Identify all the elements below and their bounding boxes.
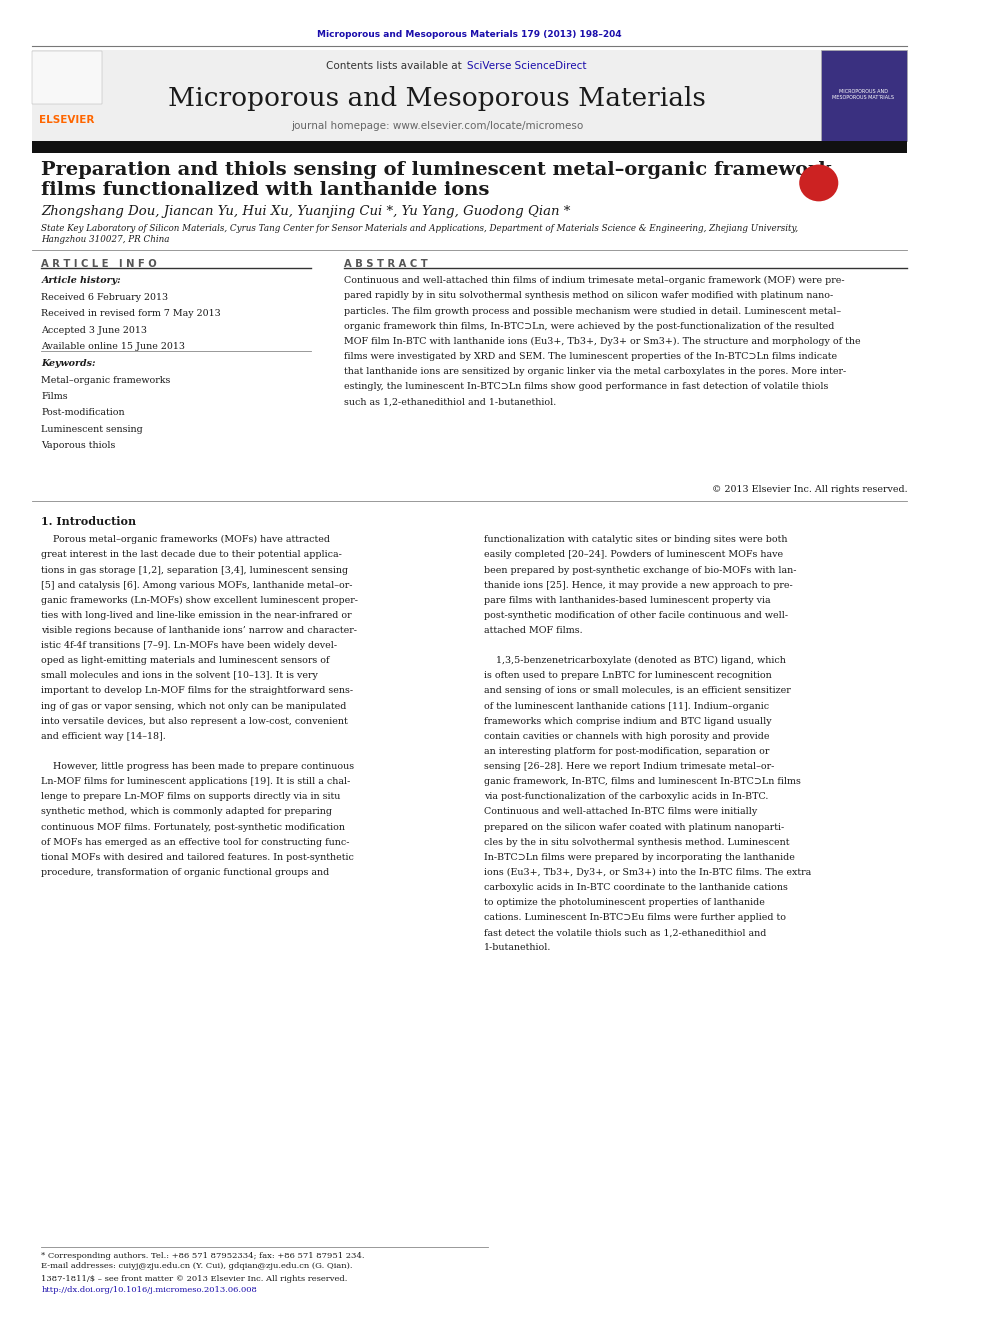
Text: procedure, transformation of organic functional groups and: procedure, transformation of organic fun…: [42, 868, 329, 877]
Text: Hangzhou 310027, PR China: Hangzhou 310027, PR China: [42, 235, 170, 243]
Bar: [32, 50, 820, 140]
Text: Metal–organic frameworks: Metal–organic frameworks: [42, 376, 171, 385]
Text: ganic frameworks (Ln-MOFs) show excellent luminescent proper-: ganic frameworks (Ln-MOFs) show excellen…: [42, 595, 358, 605]
Text: 1-butanethiol.: 1-butanethiol.: [484, 943, 551, 953]
Text: of the luminescent lanthanide cations [11]. Indium–organic: of the luminescent lanthanide cations [1…: [484, 701, 769, 710]
Text: cations. Luminescent In-BTC⊃Eu films were further applied to: cations. Luminescent In-BTC⊃Eu films wer…: [484, 913, 786, 922]
Text: attached MOF films.: attached MOF films.: [484, 626, 582, 635]
Text: CrossMark: CrossMark: [803, 180, 834, 185]
Text: MICROPOROUS AND
MESOPOROUS MAT’RIALS: MICROPOROUS AND MESOPOROUS MAT’RIALS: [832, 89, 895, 101]
Text: Preparation and thiols sensing of luminescent metal–organic framework: Preparation and thiols sensing of lumine…: [42, 161, 832, 179]
Bar: [32, 140, 908, 152]
Text: 1,3,5-benzenetricarboxylate (denoted as BTC) ligand, which: 1,3,5-benzenetricarboxylate (denoted as …: [484, 656, 786, 665]
Text: pare films with lanthanides-based luminescent property via: pare films with lanthanides-based lumine…: [484, 595, 770, 605]
Text: ions (Eu3+, Tb3+, Dy3+, or Sm3+) into the In-BTC films. The extra: ions (Eu3+, Tb3+, Dy3+, or Sm3+) into th…: [484, 868, 810, 877]
Text: functionalization with catalytic sites or binding sites were both: functionalization with catalytic sites o…: [484, 536, 787, 544]
Text: Contents lists available at: Contents lists available at: [326, 61, 465, 71]
Text: State Key Laboratory of Silicon Materials, Cyrus Tang Center for Sensor Material: State Key Laboratory of Silicon Material…: [42, 225, 799, 233]
Text: sensing [26–28]. Here we report Indium trimesate metal–or-: sensing [26–28]. Here we report Indium t…: [484, 762, 774, 771]
Text: http://dx.doi.org/10.1016/j.micromeso.2013.06.008: http://dx.doi.org/10.1016/j.micromeso.20…: [42, 1286, 257, 1294]
Text: Vaporous thiols: Vaporous thiols: [42, 442, 116, 450]
Text: pared rapidly by in situ solvothermal synthesis method on silicon wafer modified: pared rapidly by in situ solvothermal sy…: [344, 291, 833, 300]
Text: ELSEVIER: ELSEVIER: [39, 115, 94, 124]
Text: A R T I C L E   I N F O: A R T I C L E I N F O: [42, 259, 157, 269]
Text: Films: Films: [42, 392, 68, 401]
Text: organic framework thin films, In-BTC⊃Ln, were achieved by the post-functionaliza: organic framework thin films, In-BTC⊃Ln,…: [344, 321, 834, 331]
Text: films functionalized with lanthanide ions: films functionalized with lanthanide ion…: [42, 180, 490, 198]
Text: A B S T R A C T: A B S T R A C T: [344, 259, 428, 269]
Text: particles. The film growth process and possible mechanism were studied in detail: particles. The film growth process and p…: [344, 307, 841, 316]
Text: © 2013 Elsevier Inc. All rights reserved.: © 2013 Elsevier Inc. All rights reserved…: [711, 486, 908, 495]
Text: journal homepage: www.elsevier.com/locate/micromeso: journal homepage: www.elsevier.com/locat…: [291, 122, 583, 131]
Text: Ln-MOF films for luminescent applications [19]. It is still a chal-: Ln-MOF films for luminescent application…: [42, 777, 351, 786]
Text: Zhongshang Dou, Jiancan Yu, Hui Xu, Yuanjing Cui *, Yu Yang, Guodong Qian *: Zhongshang Dou, Jiancan Yu, Hui Xu, Yuan…: [42, 205, 570, 218]
Text: been prepared by post-synthetic exchange of bio-MOFs with lan-: been prepared by post-synthetic exchange…: [484, 565, 797, 574]
Text: that lanthanide ions are sensitized by organic linker via the metal carboxylates: that lanthanide ions are sensitized by o…: [344, 366, 846, 376]
Text: synthetic method, which is commonly adapted for preparing: synthetic method, which is commonly adap…: [42, 807, 332, 816]
Text: Accepted 3 June 2013: Accepted 3 June 2013: [42, 325, 148, 335]
Bar: [820, 50, 908, 140]
Text: ganic framework, In-BTC, films and luminescent In-BTC⊃Ln films: ganic framework, In-BTC, films and lumin…: [484, 777, 801, 786]
Text: fast detect the volatile thiols such as 1,2-ethanedithiol and: fast detect the volatile thiols such as …: [484, 929, 766, 938]
Text: is often used to prepare LnBTC for luminescent recognition: is often used to prepare LnBTC for lumin…: [484, 671, 772, 680]
Text: Received in revised form 7 May 2013: Received in revised form 7 May 2013: [42, 310, 221, 318]
Text: Post-modification: Post-modification: [42, 409, 125, 418]
Text: 1. Introduction: 1. Introduction: [42, 516, 137, 527]
Text: estingly, the luminescent In-BTC⊃Ln films show good performance in fast detectio: estingly, the luminescent In-BTC⊃Ln film…: [344, 382, 828, 392]
Text: Continuous and well-attached thin films of indium trimesate metal–organic framew: Continuous and well-attached thin films …: [344, 277, 844, 286]
Text: tional MOFs with desired and tailored features. In post-synthetic: tional MOFs with desired and tailored fe…: [42, 853, 354, 861]
Text: an interesting platform for post-modification, separation or: an interesting platform for post-modific…: [484, 747, 769, 755]
Text: SciVerse ScienceDirect: SciVerse ScienceDirect: [467, 61, 586, 71]
Text: However, little progress has been made to prepare continuous: However, little progress has been made t…: [42, 762, 354, 771]
Text: Porous metal–organic frameworks (MOFs) have attracted: Porous metal–organic frameworks (MOFs) h…: [42, 536, 330, 545]
Text: visible regions because of lanthanide ions’ narrow and character-: visible regions because of lanthanide io…: [42, 626, 357, 635]
Text: prepared on the silicon wafer coated with platinum nanoparti-: prepared on the silicon wafer coated wit…: [484, 823, 784, 832]
Text: [5] and catalysis [6]. Among various MOFs, lanthanide metal–or-: [5] and catalysis [6]. Among various MOF…: [42, 581, 353, 590]
Text: E-mail addresses: cuiyj@zju.edu.cn (Y. Cui), gdqian@zju.edu.cn (G. Qian).: E-mail addresses: cuiyj@zju.edu.cn (Y. C…: [42, 1262, 353, 1270]
Ellipse shape: [800, 164, 838, 201]
Text: MOF film In-BTC with lanthanide ions (Eu3+, Tb3+, Dy3+ or Sm3+). The structure a: MOF film In-BTC with lanthanide ions (Eu…: [344, 337, 861, 345]
Text: into versatile devices, but also represent a low-cost, convenient: into versatile devices, but also represe…: [42, 717, 348, 726]
Text: of MOFs has emerged as an effective tool for constructing func-: of MOFs has emerged as an effective tool…: [42, 837, 350, 847]
Text: Available online 15 June 2013: Available online 15 June 2013: [42, 343, 186, 351]
Text: Microporous and Mesoporous Materials: Microporous and Mesoporous Materials: [168, 86, 706, 111]
Text: ties with long-lived and line-like emission in the near-infrared or: ties with long-lived and line-like emiss…: [42, 611, 352, 620]
Text: Article history:: Article history:: [42, 277, 121, 286]
Text: continuous MOF films. Fortunately, post-synthetic modification: continuous MOF films. Fortunately, post-…: [42, 823, 345, 832]
Text: oped as light-emitting materials and luminescent sensors of: oped as light-emitting materials and lum…: [42, 656, 330, 665]
Text: post-synthetic modification of other facile continuous and well-: post-synthetic modification of other fac…: [484, 611, 788, 620]
Text: such as 1,2-ethanedithiol and 1-butanethiol.: such as 1,2-ethanedithiol and 1-butaneth…: [344, 397, 557, 406]
Text: Luminescent sensing: Luminescent sensing: [42, 425, 143, 434]
Text: * Corresponding authors. Tel.: +86 571 87952334; fax: +86 571 87951 234.: * Corresponding authors. Tel.: +86 571 8…: [42, 1252, 365, 1259]
Text: carboxylic acids in In-BTC coordinate to the lanthanide cations: carboxylic acids in In-BTC coordinate to…: [484, 882, 788, 892]
Text: films were investigated by XRD and SEM. The luminescent properties of the In-BTC: films were investigated by XRD and SEM. …: [344, 352, 837, 361]
Text: great interest in the last decade due to their potential applica-: great interest in the last decade due to…: [42, 550, 342, 560]
Text: 1387-1811/$ – see front matter © 2013 Elsevier Inc. All rights reserved.: 1387-1811/$ – see front matter © 2013 El…: [42, 1275, 348, 1283]
Text: frameworks which comprise indium and BTC ligand usually: frameworks which comprise indium and BTC…: [484, 717, 771, 726]
Text: easily completed [20–24]. Powders of luminescent MOFs have: easily completed [20–24]. Powders of lum…: [484, 550, 783, 560]
Text: lenge to prepare Ln-MOF films on supports directly via in situ: lenge to prepare Ln-MOF films on support…: [42, 792, 341, 802]
Text: Microporous and Mesoporous Materials 179 (2013) 198–204: Microporous and Mesoporous Materials 179…: [317, 30, 622, 38]
Text: and sensing of ions or small molecules, is an efficient sensitizer: and sensing of ions or small molecules, …: [484, 687, 791, 696]
Text: important to develop Ln-MOF films for the straightforward sens-: important to develop Ln-MOF films for th…: [42, 687, 353, 696]
Text: istic 4f-4f transitions [7–9]. Ln-MOFs have been widely devel-: istic 4f-4f transitions [7–9]. Ln-MOFs h…: [42, 642, 337, 650]
Bar: [32, 52, 102, 105]
Text: cles by the in situ solvothermal synthesis method. Luminescent: cles by the in situ solvothermal synthes…: [484, 837, 789, 847]
Text: and efficient way [14–18].: and efficient way [14–18].: [42, 732, 166, 741]
Text: In-BTC⊃Ln films were prepared by incorporating the lanthanide: In-BTC⊃Ln films were prepared by incorpo…: [484, 853, 795, 861]
Text: ing of gas or vapor sensing, which not only can be manipulated: ing of gas or vapor sensing, which not o…: [42, 701, 347, 710]
Text: to optimize the photoluminescent properties of lanthanide: to optimize the photoluminescent propert…: [484, 898, 765, 908]
Text: Keywords:: Keywords:: [42, 359, 96, 368]
Text: contain cavities or channels with high porosity and provide: contain cavities or channels with high p…: [484, 732, 769, 741]
Text: tions in gas storage [1,2], separation [3,4], luminescent sensing: tions in gas storage [1,2], separation […: [42, 565, 348, 574]
Text: Received 6 February 2013: Received 6 February 2013: [42, 292, 169, 302]
Text: via post-functionalization of the carboxylic acids in In-BTC.: via post-functionalization of the carbox…: [484, 792, 768, 802]
Text: thanide ions [25]. Hence, it may provide a new approach to pre-: thanide ions [25]. Hence, it may provide…: [484, 581, 793, 590]
Text: small molecules and ions in the solvent [10–13]. It is very: small molecules and ions in the solvent …: [42, 671, 318, 680]
Text: Continuous and well-attached In-BTC films were initially: Continuous and well-attached In-BTC film…: [484, 807, 757, 816]
